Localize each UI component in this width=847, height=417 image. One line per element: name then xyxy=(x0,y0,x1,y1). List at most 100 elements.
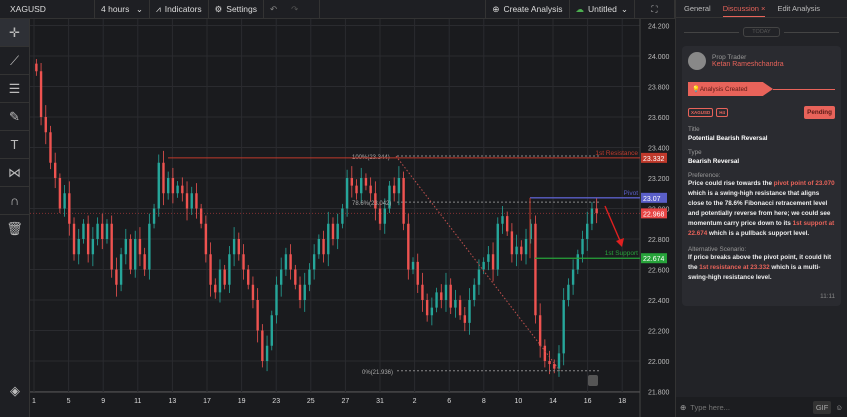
attach-icon[interactable]: ⊕ xyxy=(680,402,687,412)
side-panel: General Discussion × Edit Analysis TODAY… xyxy=(675,0,847,417)
candle-body xyxy=(58,178,62,209)
layout-dropdown[interactable]: ☁ Untitled ⌄ xyxy=(570,0,635,19)
candle-body xyxy=(562,300,565,354)
top-toolbar: XAGUSD 4 hours ⌄ ⩘ Indicators ⚙ Settings ↶ ↷… xyxy=(0,0,675,19)
candle-body xyxy=(110,223,113,270)
preference-text: Price could rise towards the pivot point… xyxy=(688,179,835,239)
y-tick-label: 23.200 xyxy=(648,176,670,183)
date-separator: TODAY xyxy=(684,27,840,37)
redo-icon[interactable]: ↷ xyxy=(291,3,299,14)
candle-body xyxy=(524,239,528,255)
candle-body xyxy=(284,254,288,270)
preference-label: Preference: xyxy=(688,172,721,179)
candle-body xyxy=(204,223,208,255)
arrow-annotation xyxy=(604,205,622,244)
crosshair-icon[interactable]: ✛ xyxy=(0,19,29,47)
fib-lines-icon[interactable]: ☰ xyxy=(0,75,29,103)
author-name[interactable]: Ketan Rameshchandra xyxy=(712,61,784,68)
x-tick-label: 27 xyxy=(342,398,350,405)
level-label: 1st Resistance xyxy=(595,150,638,157)
candle-body xyxy=(505,216,509,232)
candle-body xyxy=(355,185,358,194)
create-analysis-button[interactable]: ⊕ Create Analysis xyxy=(485,0,570,19)
event-banner: 💡Analysis Created xyxy=(688,82,835,96)
candle-body xyxy=(209,254,212,285)
tab-discussion[interactable]: Discussion × xyxy=(722,4,766,17)
message-input[interactable] xyxy=(690,402,809,412)
fib-trend-line xyxy=(395,155,561,372)
y-tick-label: 23.800 xyxy=(648,85,670,92)
candle-body xyxy=(510,231,514,255)
candle-body xyxy=(199,208,203,224)
y-tick-label: 24.200 xyxy=(648,24,670,31)
candle-body xyxy=(242,254,245,270)
y-tick-label: 22.000 xyxy=(648,359,670,366)
y-tick-label: 22.800 xyxy=(648,237,670,244)
candle-body xyxy=(251,284,255,300)
brush-icon[interactable]: ✎ xyxy=(0,103,29,131)
candle-body xyxy=(473,284,476,300)
close-icon[interactable]: × xyxy=(761,4,766,13)
candle-body xyxy=(350,178,354,186)
message-time: 11:11 xyxy=(820,293,835,300)
price-chart[interactable]: 24.200 24.000 23.800 23.600 23.400 23.200 23.0… xyxy=(30,19,675,417)
candle-body xyxy=(378,208,382,224)
candle-body xyxy=(345,178,349,209)
trash-icon[interactable]: 🗑 xyxy=(6,221,23,236)
candle-body xyxy=(567,284,570,300)
text-icon[interactable]: T xyxy=(0,131,29,159)
candle-body xyxy=(571,269,575,285)
current-price-tag xyxy=(641,208,667,219)
candle-body xyxy=(270,315,273,346)
candle-body xyxy=(397,178,401,194)
y-tick-label: 23.600 xyxy=(648,115,670,122)
title-label: Title xyxy=(688,126,700,133)
candle-body xyxy=(294,269,297,285)
settings-button[interactable]: ⚙ Settings xyxy=(209,0,264,19)
candle-body xyxy=(256,300,259,331)
candle-body xyxy=(331,223,335,239)
candle-body xyxy=(115,269,118,285)
candle-body xyxy=(548,361,551,365)
trendline-icon[interactable]: ⟋ xyxy=(0,47,29,75)
emoji-icon[interactable]: ☺ xyxy=(835,402,843,412)
interval-dropdown[interactable]: 4 hours ⌄ xyxy=(95,0,150,19)
candle-body xyxy=(261,330,264,361)
layers-icon[interactable]: ◈ xyxy=(10,383,20,398)
x-tick-label: 31 xyxy=(376,398,384,405)
tab-edit-analysis[interactable]: Edit Analysis xyxy=(777,4,820,13)
candle-body xyxy=(176,185,179,194)
candle-body xyxy=(82,223,85,239)
candle-body xyxy=(86,223,90,255)
candle-body xyxy=(487,254,490,262)
x-tick-label: 11 xyxy=(134,398,141,405)
candle-body xyxy=(119,254,123,285)
chevron-down-icon: ⌄ xyxy=(135,3,143,14)
undo-icon[interactable]: ↶ xyxy=(270,3,278,14)
candle-body xyxy=(369,185,372,194)
candle-body xyxy=(543,345,547,361)
candle-body xyxy=(468,300,471,323)
pattern-icon[interactable]: ⋈ xyxy=(0,159,29,187)
indicators-button[interactable]: ⩘ Indicators xyxy=(150,0,209,19)
candle-body xyxy=(425,300,429,316)
price-tag xyxy=(641,192,667,203)
x-tick-label: 25 xyxy=(307,398,315,405)
bulb-icon: 💡 xyxy=(692,86,700,93)
candle-body xyxy=(181,185,184,194)
candle-body xyxy=(411,261,415,270)
magnet-icon[interactable]: ∩ xyxy=(0,187,29,215)
chart-background xyxy=(30,19,675,417)
cloud-check-icon: ☁ xyxy=(575,3,585,14)
create-analysis-label: Create Analysis xyxy=(503,4,563,14)
candle-body xyxy=(383,208,386,224)
candle-body xyxy=(392,185,396,194)
analysis-message: Prop Trader Ketan Rameshchandra 💡Analysis… xyxy=(682,46,841,306)
symbol-selector[interactable]: XAGUSD xyxy=(0,0,95,19)
tab-general[interactable]: General xyxy=(684,4,711,13)
candle-body xyxy=(501,216,504,224)
candle-body xyxy=(576,254,580,270)
fullscreen-button[interactable]: ⛶ xyxy=(635,0,675,19)
event-label: Analysis Created xyxy=(699,86,748,93)
gif-button[interactable]: GIF xyxy=(812,400,832,414)
